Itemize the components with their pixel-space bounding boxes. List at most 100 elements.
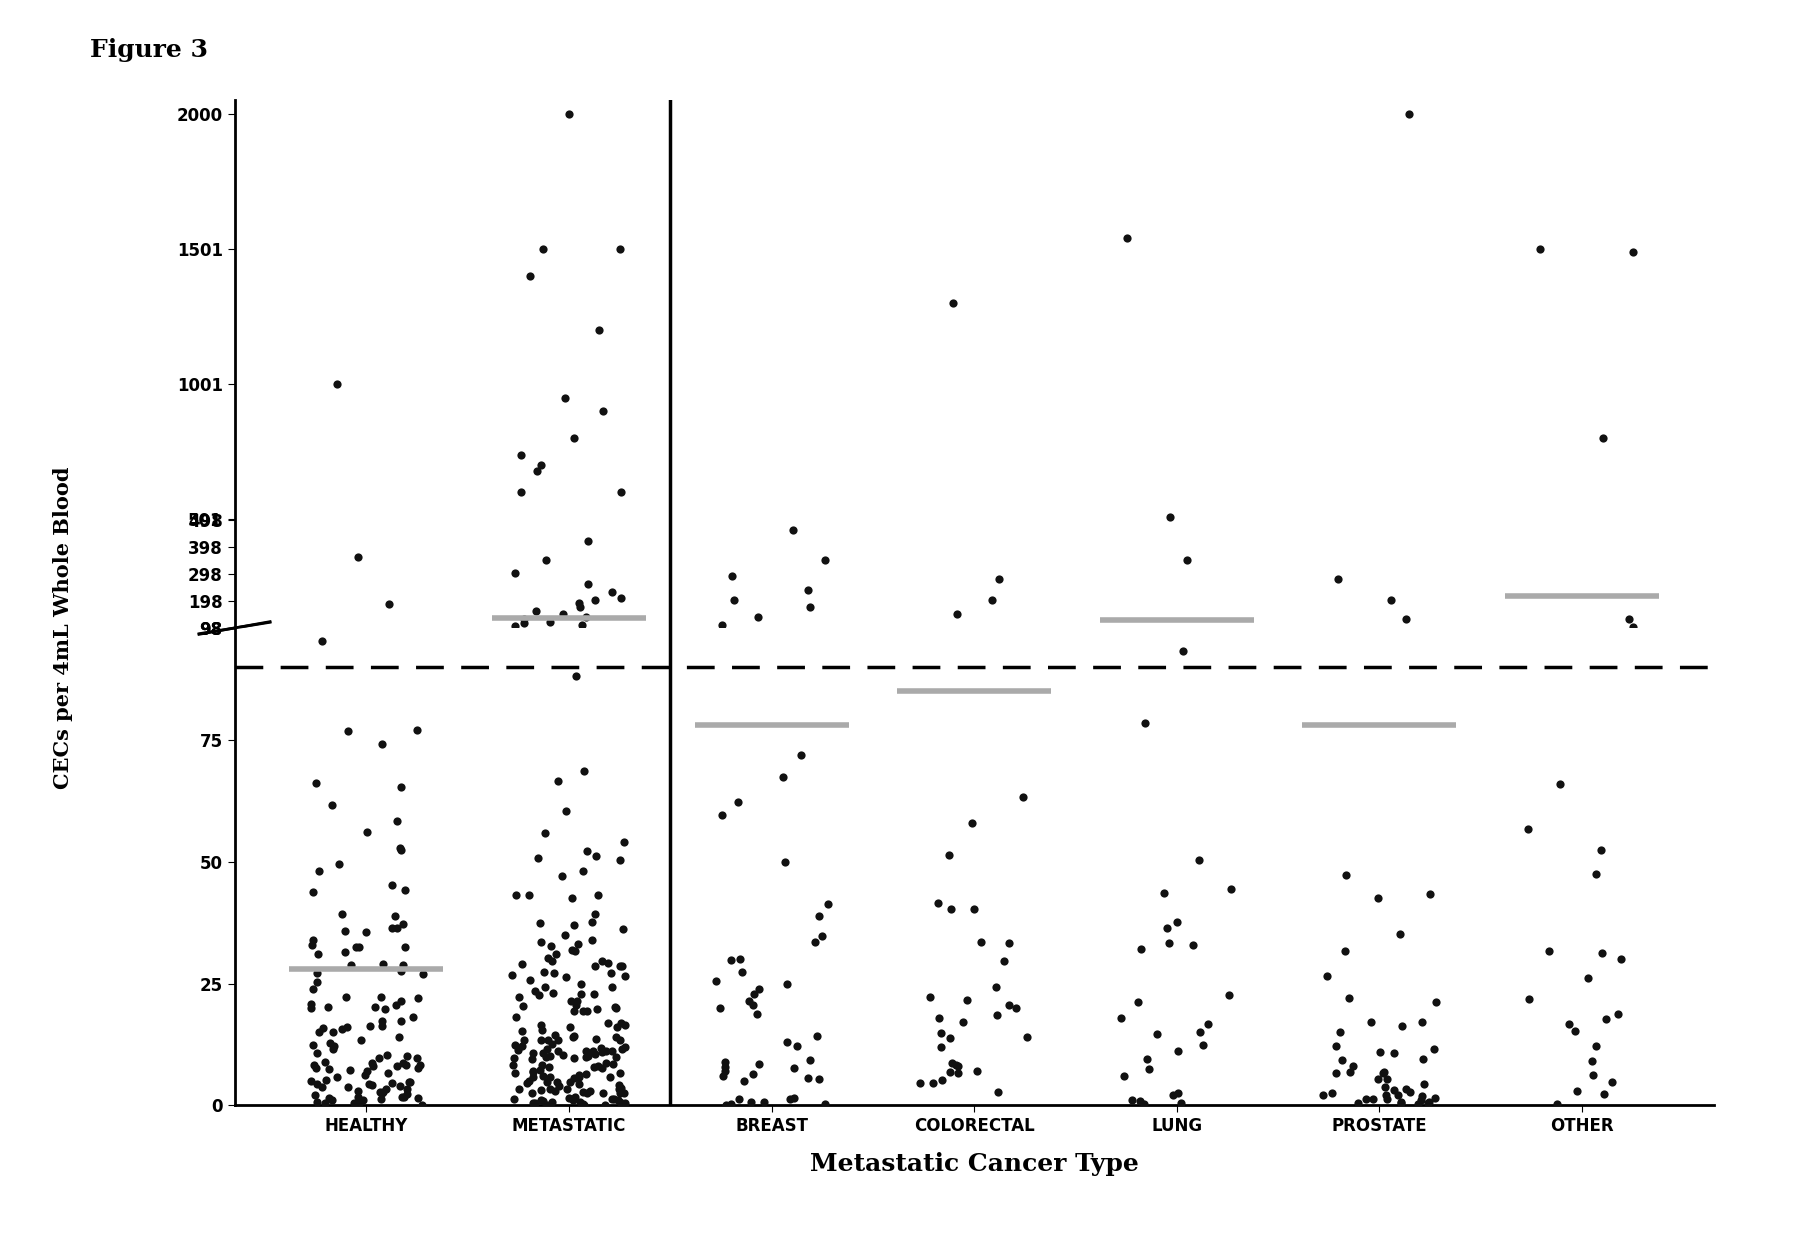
Point	[390, 1053, 419, 1073]
Point	[583, 1056, 612, 1076]
Point	[379, 1074, 408, 1094]
Point	[312, 1070, 341, 1090]
Point	[577, 929, 606, 950]
Point	[594, 952, 622, 972]
Point	[343, 548, 372, 568]
Point	[588, 1059, 617, 1079]
Point	[301, 1074, 330, 1094]
Point	[527, 1030, 556, 1050]
Point	[518, 1049, 547, 1069]
Point	[386, 776, 415, 796]
Point	[612, 1093, 640, 1113]
Point	[1588, 840, 1616, 860]
Point	[1339, 1056, 1367, 1076]
Point	[581, 1029, 610, 1049]
Point	[514, 885, 543, 906]
Point	[1394, 104, 1423, 124]
Point	[1109, 1065, 1138, 1085]
Point	[388, 1086, 417, 1107]
Point	[408, 963, 437, 983]
Point	[1344, 1093, 1373, 1113]
Point	[328, 1019, 357, 1039]
Point	[1526, 239, 1555, 259]
Point	[1615, 609, 1643, 629]
Point	[599, 976, 628, 996]
Point	[525, 1060, 554, 1080]
Point	[386, 961, 415, 981]
Point	[745, 980, 774, 1000]
Point	[521, 981, 550, 1001]
Point	[1582, 1035, 1611, 1055]
Point	[500, 1089, 529, 1109]
Point	[1169, 641, 1198, 661]
Point	[1384, 1085, 1413, 1105]
Point	[808, 926, 837, 946]
Point	[1387, 1016, 1416, 1036]
Point	[536, 1079, 565, 1099]
Point	[796, 597, 824, 617]
Point	[538, 1091, 566, 1112]
Point	[953, 990, 981, 1010]
Point	[590, 1095, 619, 1115]
Point	[936, 1061, 965, 1081]
Point	[981, 977, 1010, 997]
Point	[1358, 1089, 1387, 1109]
Point	[507, 1021, 536, 1041]
Point	[525, 912, 554, 932]
Point	[1126, 1090, 1155, 1110]
Point	[603, 1048, 631, 1068]
Point	[318, 795, 346, 815]
Point	[1129, 1094, 1158, 1114]
Point	[716, 950, 745, 970]
Point	[1387, 1093, 1416, 1113]
Point	[745, 1054, 774, 1074]
Point	[343, 1081, 372, 1102]
Point	[583, 845, 612, 865]
Point	[592, 1041, 621, 1061]
Point	[557, 888, 586, 908]
Point	[705, 999, 734, 1019]
Point	[594, 1012, 622, 1032]
Point	[402, 1048, 431, 1068]
Point	[330, 942, 359, 962]
Point	[1155, 506, 1183, 526]
Point	[1135, 1059, 1164, 1079]
Point	[352, 1065, 381, 1085]
Point	[565, 1074, 594, 1094]
Point	[388, 955, 417, 975]
Point	[918, 1073, 947, 1093]
Point	[906, 1074, 934, 1094]
Point	[572, 1041, 601, 1061]
Point	[1331, 865, 1360, 885]
Point	[749, 1091, 778, 1112]
Point	[729, 1071, 758, 1091]
Point	[305, 862, 334, 882]
Point	[548, 1045, 577, 1065]
Point	[323, 1068, 352, 1088]
Point	[727, 962, 756, 982]
Point	[584, 320, 613, 340]
Point	[529, 1091, 557, 1112]
Point	[592, 1054, 621, 1074]
Point	[391, 1046, 420, 1066]
Point	[606, 588, 635, 608]
Point	[386, 838, 415, 858]
Point	[983, 1083, 1012, 1103]
Point	[572, 1064, 601, 1084]
Point	[566, 1093, 595, 1113]
Point	[936, 899, 965, 919]
Point	[960, 899, 989, 919]
Point	[606, 956, 635, 976]
Point	[1385, 924, 1414, 945]
Point	[316, 1088, 345, 1108]
Point	[366, 1081, 395, 1102]
Point	[778, 520, 806, 540]
Point	[301, 1085, 330, 1105]
Point	[307, 631, 336, 651]
Point	[518, 1093, 547, 1113]
Point	[366, 1089, 395, 1109]
Point	[355, 1016, 384, 1036]
Point	[310, 1093, 339, 1113]
Point	[1593, 1009, 1622, 1029]
Point	[559, 914, 588, 934]
